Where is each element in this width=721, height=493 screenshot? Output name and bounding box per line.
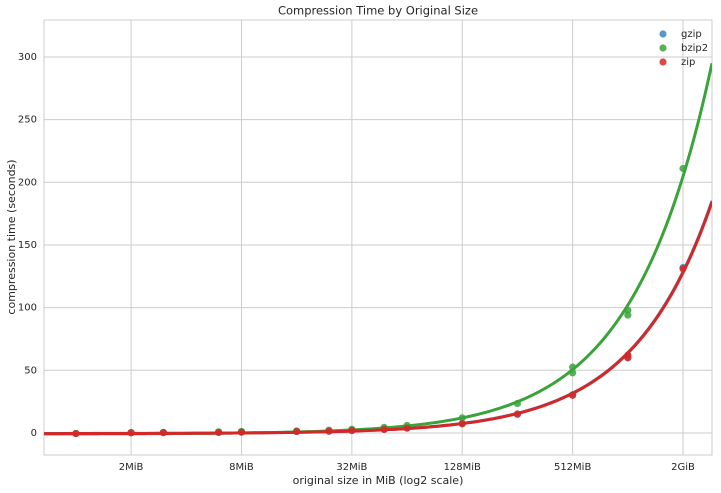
legend-marker [659, 58, 667, 66]
plot-frame [43, 19, 713, 456]
y-axis-label: compression time (seconds) [5, 159, 18, 314]
legend-label: gzip [681, 29, 702, 40]
legend-marker [659, 44, 667, 52]
chart-title: Compression Time by Original Size [278, 4, 478, 18]
legend-label: bzip2 [681, 43, 708, 54]
y-tick-label: 300 [18, 52, 37, 63]
x-tick-label: 32MiB [336, 462, 367, 473]
y-tick-label: 50 [24, 365, 37, 376]
plot-area [44, 62, 712, 438]
y-tick-label: 150 [18, 240, 37, 251]
y-tick-label: 250 [18, 115, 37, 126]
y-tick-label: 100 [18, 303, 37, 314]
x-tick-label: 8MiB [229, 462, 254, 473]
x-axis-label: original size in MiB (log2 scale) [293, 474, 464, 487]
regression-line [44, 201, 712, 436]
scatter-point [624, 311, 632, 319]
legend-label: zip [681, 57, 695, 68]
x-tick-label: 2MiB [119, 462, 144, 473]
x-tick-label: 512MiB [554, 462, 591, 473]
x-tick-label: 2GiB [671, 462, 695, 473]
y-tick-label: 200 [18, 177, 37, 188]
legend: gzip bzip2 zip [659, 29, 708, 68]
y-tick-label: 0 [31, 428, 37, 439]
x-tick-label: 128MiB [444, 462, 481, 473]
grid [44, 20, 712, 455]
labels: 0 50 100 150 200 250 300 2MiB 8MiB 32MiB 128MiB 512… [18, 52, 695, 473]
legend-marker [659, 30, 667, 38]
